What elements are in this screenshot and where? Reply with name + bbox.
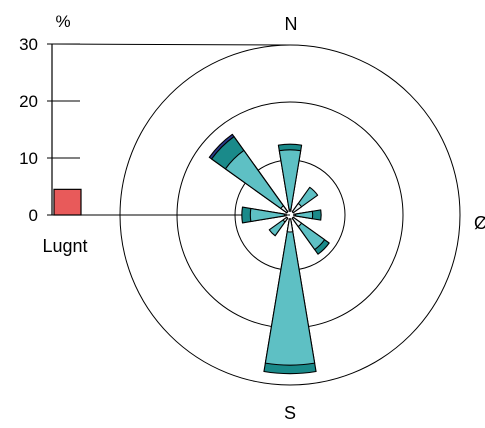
scale-tick-label: 10 [19,149,38,168]
sector-band [280,205,289,214]
wind-rose-sectors [208,133,330,375]
sector-270 [241,206,287,224]
sector-band [278,149,302,212]
scale-tick-label: 0 [29,206,38,225]
calm-label: Lugnt [42,236,87,256]
unit-label: % [55,12,70,31]
direction-label-east: Ø [474,213,485,233]
percent-scale: 0 10 20 30 [19,35,82,225]
sector-band [288,208,292,212]
sector-band [224,149,289,214]
sector-band [291,216,303,228]
sector-band [282,216,289,223]
sector-band [293,210,314,220]
sector-225 [268,216,289,237]
sector-band [283,213,287,217]
sector-band [286,218,294,233]
sector-0 [277,143,303,212]
sector-band [291,202,303,214]
direction-label-north: N [285,14,298,34]
sector-315 [208,133,289,214]
sector-180 [263,218,317,375]
sector-band [249,207,287,223]
direction-label-south: S [284,403,296,423]
scale-tick-label: 30 [19,35,38,54]
sector-135 [291,216,330,255]
sector-band [264,218,316,366]
sector-90 [293,209,322,221]
calm-bar [53,188,82,216]
leader-line-max [51,43,291,46]
sector-45 [291,186,319,214]
sector-band [268,216,289,237]
sector-band [293,213,297,217]
scale-tick-label: 20 [19,92,38,111]
